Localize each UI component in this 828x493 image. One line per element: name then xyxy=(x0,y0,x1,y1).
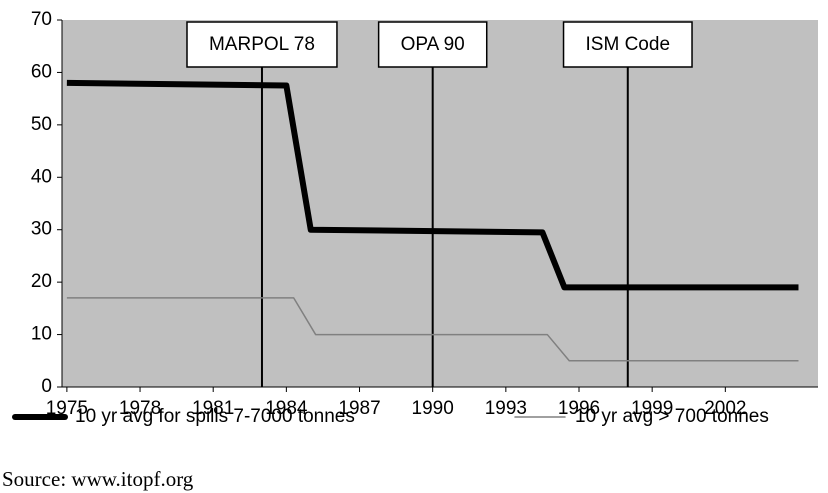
annotation-box xyxy=(186,21,338,68)
legend-label: 10 yr avg for spills 7-7000 tonnes xyxy=(75,406,355,427)
x-tick-label: 2002 xyxy=(704,398,746,419)
legend-label: 10 yr avg > 700 tonnes xyxy=(575,406,769,427)
x-tick-label: 1996 xyxy=(558,398,600,419)
y-tick-label: 50 xyxy=(31,114,52,135)
x-tick-label: 1978 xyxy=(119,398,161,419)
y-tick-label: 70 xyxy=(31,9,52,30)
x-tick-label: 1999 xyxy=(631,398,673,419)
annotation-label: OPA 90 xyxy=(401,34,465,55)
source-note: Source: www.itopf.org xyxy=(2,467,194,491)
y-tick-label: 60 xyxy=(31,61,52,82)
plot-area xyxy=(62,20,818,387)
y-tick-label: 30 xyxy=(31,219,52,240)
annotation-box xyxy=(562,21,693,68)
x-tick-label: 1993 xyxy=(485,398,527,419)
y-tick-label: 0 xyxy=(41,376,52,397)
x-tick-label: 1990 xyxy=(412,398,454,419)
series-line xyxy=(66,297,799,362)
series-line xyxy=(66,79,799,291)
x-tick-label: 1975 xyxy=(46,398,88,419)
y-tick-label: 20 xyxy=(31,271,52,292)
x-tick-label: 1987 xyxy=(338,398,380,419)
x-tick-label: 1981 xyxy=(192,398,234,419)
annotation-label: MARPOL 78 xyxy=(209,34,315,55)
annotation-box xyxy=(377,21,488,68)
x-tick-label: 1984 xyxy=(265,398,308,419)
annotation-label: ISM Code xyxy=(586,34,670,55)
y-tick-label: 10 xyxy=(31,324,52,345)
y-tick-label: 40 xyxy=(31,166,52,187)
